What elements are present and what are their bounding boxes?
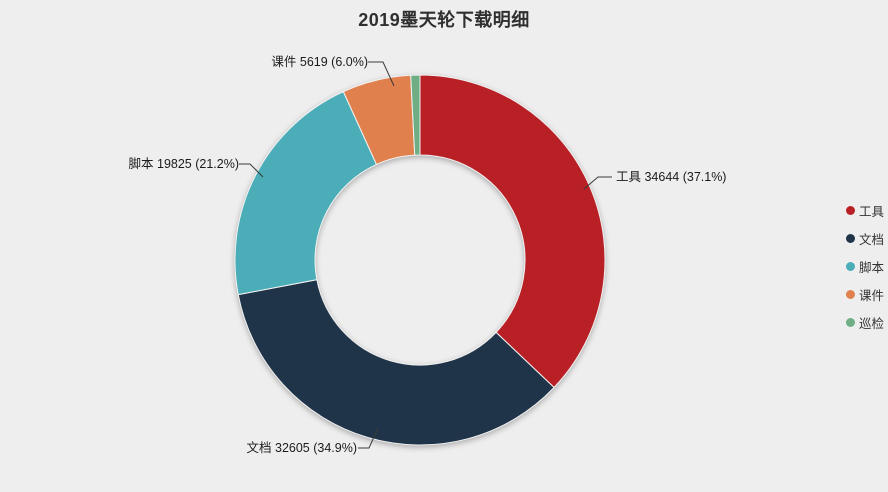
pie-slice-脚本[interactable] [234,90,378,296]
legend-item-脚本[interactable]: 脚本 [845,252,884,280]
pie-slice-工具[interactable] [419,74,606,389]
slice-label-script: 脚本 19825 (21.2%) [128,157,239,171]
legend-dot-icon [845,261,855,271]
legend-label: 巡检 [858,316,884,331]
leader-line [583,176,612,190]
legend-dot-icon [845,233,855,243]
leader-line [239,163,264,178]
slice-label-course: 课件 5619 (6.0%) [271,55,368,69]
leader-lines [239,61,612,449]
legend-dot-icon [845,317,855,327]
legend-label: 脚本 [858,260,884,275]
slice-label-tool: 工具 34644 (37.1%) [616,170,727,184]
legend-label: 课件 [858,288,884,303]
legend-label: 文档 [858,232,884,247]
chart-title: 2019墨天轮下载明细 [358,10,530,30]
legend-dot-icon [845,289,855,299]
legend: 工具文档脚本课件巡检 [845,196,884,336]
legend-dot-icon [845,205,855,215]
leader-line [358,427,379,449]
legend-item-工具[interactable]: 工具 [845,196,884,224]
legend-item-课件[interactable]: 课件 [845,280,884,308]
slice-label-doc: 文档 32605 (34.9%) [246,441,357,455]
pie-slice-巡检[interactable] [410,74,421,156]
pie-slice-文档[interactable] [237,279,555,446]
legend-label: 工具 [858,204,884,219]
legend-item-巡检[interactable]: 巡检 [845,308,884,336]
legend-item-文档[interactable]: 文档 [845,224,884,252]
leader-line [368,61,395,87]
donut-slices [234,74,606,446]
